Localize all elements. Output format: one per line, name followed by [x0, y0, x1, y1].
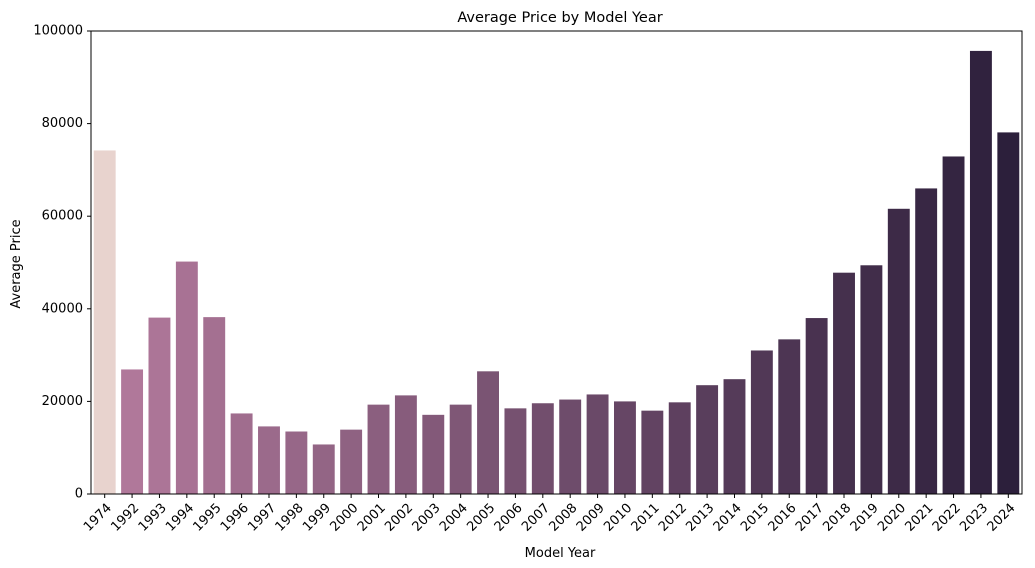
- bar-2017: [805, 318, 828, 494]
- bar-2004: [449, 404, 472, 494]
- x-tick-label: 2008: [546, 501, 580, 535]
- bar-2024: [997, 132, 1020, 494]
- y-tick-label: 100000: [33, 24, 83, 39]
- x-tick-label: 2014: [711, 501, 745, 535]
- x-tick-label: 2000: [327, 501, 361, 535]
- x-tick-label: 2022: [930, 501, 964, 535]
- x-tick-label: 1995: [191, 501, 225, 535]
- x-ticks-group: 1974199219931994199519961997199819992000…: [81, 494, 1019, 535]
- x-tick-label: 2023: [957, 501, 991, 535]
- bar-2012: [668, 402, 691, 494]
- bar-2006: [504, 408, 527, 494]
- x-tick-label: 1993: [136, 501, 170, 535]
- bar-1998: [285, 431, 308, 494]
- bar-2010: [614, 401, 636, 494]
- x-tick-label: 1996: [218, 501, 252, 535]
- x-tick-label: 2016: [766, 501, 800, 535]
- y-tick-label: 0: [75, 487, 83, 502]
- bar-2023: [969, 50, 992, 494]
- plot-frame: [90, 30, 1023, 495]
- bar-1997: [258, 426, 280, 494]
- x-tick-label: 2006: [492, 501, 526, 535]
- bar-2020: [887, 208, 910, 495]
- y-tick-label: 60000: [42, 209, 83, 224]
- x-tick-label: 2015: [738, 501, 772, 535]
- x-tick-label: 1992: [108, 501, 142, 535]
- x-tick-label: 1974: [81, 501, 115, 535]
- bar-2007: [531, 403, 554, 494]
- bar-2018: [833, 272, 855, 494]
- x-tick-label: 2019: [848, 501, 882, 535]
- x-tick-label: 2003: [410, 501, 444, 535]
- x-tick-label: 1994: [163, 501, 197, 535]
- y-tick-label: 80000: [42, 116, 83, 131]
- bar-2011: [641, 410, 664, 494]
- bar-1974: [93, 150, 116, 494]
- x-tick-label: 2005: [464, 501, 498, 535]
- bar-1996: [230, 413, 253, 494]
- y-tick-label: 20000: [42, 394, 83, 409]
- x-tick-label: 2004: [437, 501, 471, 535]
- bar-2005: [477, 371, 499, 494]
- bar-2001: [367, 404, 390, 494]
- bar-2022: [942, 156, 965, 494]
- bar-2009: [586, 394, 609, 494]
- x-tick-label: 2001: [355, 501, 389, 535]
- y-axis-label: Average Price: [9, 219, 24, 308]
- bar-1992: [121, 369, 144, 494]
- bar-2014: [723, 379, 746, 494]
- bar-2008: [559, 399, 582, 494]
- bar-1995: [203, 317, 226, 494]
- x-tick-label: 1999: [300, 501, 334, 535]
- x-tick-label: 1997: [245, 501, 279, 535]
- bars-group: [93, 50, 1020, 495]
- bar-2003: [422, 414, 445, 494]
- bar-1999: [312, 444, 335, 494]
- x-tick-label: 2018: [820, 501, 854, 535]
- y-ticks-group: 0 20000 40000 60000 80000 100000: [33, 24, 91, 502]
- x-tick-label: 2009: [574, 501, 608, 535]
- x-tick-label: 2021: [902, 501, 936, 535]
- x-tick-label: 2012: [656, 501, 690, 535]
- x-tick-label: 2007: [519, 501, 553, 535]
- x-tick-label: 2010: [601, 501, 635, 535]
- y-tick-label: 40000: [42, 301, 83, 316]
- x-tick-label: 2024: [985, 501, 1019, 535]
- bar-1994: [175, 261, 198, 494]
- chart-title: Average Price by Model Year: [457, 10, 662, 26]
- bar-2015: [750, 350, 773, 494]
- bar-1993: [148, 317, 171, 494]
- x-tick-label: 2011: [629, 501, 663, 535]
- bar-2002: [394, 395, 417, 494]
- x-tick-label: 1998: [273, 501, 307, 535]
- x-tick-label: 2017: [793, 501, 827, 535]
- x-tick-label: 2002: [382, 501, 416, 535]
- x-tick-label: 2020: [875, 501, 909, 535]
- bar-2016: [778, 339, 801, 494]
- bar-2000: [340, 429, 363, 494]
- bar-2021: [915, 188, 938, 495]
- bar-2013: [696, 385, 719, 494]
- x-tick-label: 2013: [683, 501, 717, 535]
- bar-2019: [860, 265, 883, 494]
- x-axis-label: Model Year: [525, 546, 596, 561]
